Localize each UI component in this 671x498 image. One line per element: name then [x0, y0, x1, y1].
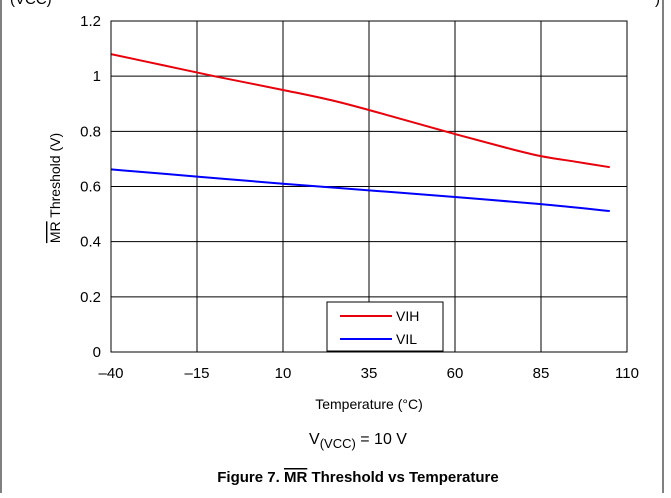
x-axis-title: Temperature (°C)	[315, 396, 423, 412]
plot-border	[110, 20, 628, 353]
x-tick-label: –15	[184, 365, 209, 382]
y-axis-title-rest: Threshold (V)	[47, 133, 63, 221]
legend: VIH VIL	[326, 301, 444, 352]
y-tick-label: 0.4	[80, 234, 101, 251]
x-tick-label: 110	[615, 365, 639, 382]
condition-text: V(VCC) = 10 V	[309, 431, 407, 451]
condition-suffix: = 10 V	[356, 431, 407, 448]
y-tick-label: 1	[93, 68, 101, 85]
top-cut-left-text: (VCC)	[10, 0, 52, 8]
y-axis-title: MR Threshold (V)	[47, 133, 63, 243]
grid-layer	[110, 20, 628, 353]
y-axis-title-overline: MR	[47, 221, 63, 243]
legend-label-vil: VIL	[396, 331, 417, 347]
condition-prefix: V	[309, 431, 320, 448]
legend-box	[326, 301, 444, 352]
figure-caption: Figure 7. MR Threshold vs Temperature	[217, 469, 498, 486]
series-layer	[110, 53, 610, 213]
x-tick-label: 35	[361, 365, 378, 382]
condition-subscript: (VCC)	[320, 436, 356, 451]
x-tick-label: 60	[447, 365, 464, 382]
y-tick-label: 0.2	[80, 289, 101, 306]
y-tick-label: 0.8	[80, 123, 101, 140]
y-tick-label: 1.2	[80, 13, 101, 30]
caption-prefix: Figure 7.	[217, 469, 284, 486]
caption-rest: Threshold vs Temperature	[307, 469, 498, 486]
tick-label-layer: –40 –15 10 35 60 85 110 0 0.2 0.4 0.6 0.8 1 1.2	[80, 13, 639, 382]
x-tick-label: 85	[533, 365, 550, 382]
legend-label-vih: VIH	[396, 308, 419, 324]
caption-overline: MR	[284, 469, 307, 486]
series-line-vil	[110, 168, 610, 213]
x-tick-label: 10	[275, 365, 292, 382]
x-tick-label: –40	[98, 365, 123, 382]
y-tick-label: 0	[93, 344, 101, 361]
top-cut-right-text: )	[655, 0, 660, 8]
series-line-vih	[110, 53, 610, 169]
y-tick-label: 0.6	[80, 179, 101, 196]
